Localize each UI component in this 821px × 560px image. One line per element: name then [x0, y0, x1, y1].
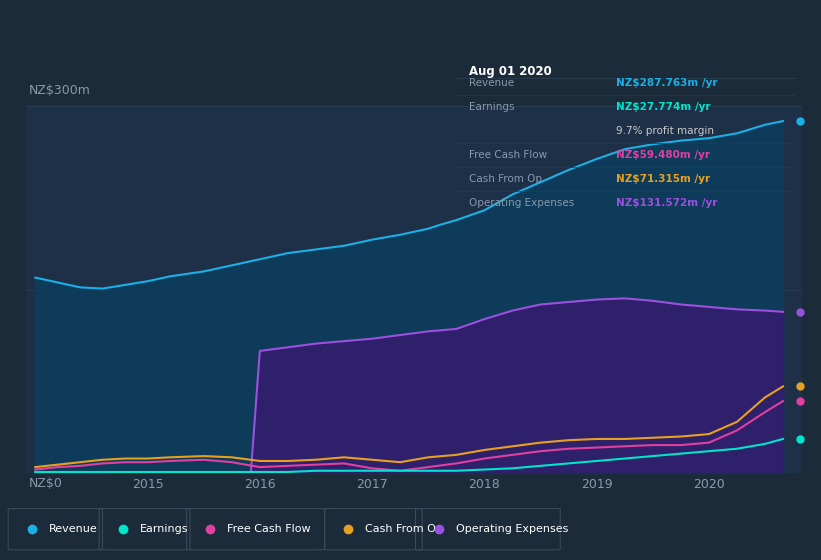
Text: NZ$27.774m /yr: NZ$27.774m /yr [616, 102, 710, 112]
Text: NZ$0: NZ$0 [29, 477, 62, 490]
Text: 9.7% profit margin: 9.7% profit margin [616, 126, 713, 136]
Text: NZ$59.480m /yr: NZ$59.480m /yr [616, 150, 710, 160]
Text: Operating Expenses: Operating Expenses [470, 198, 575, 208]
Text: Free Cash Flow: Free Cash Flow [470, 150, 548, 160]
Text: Cash From Op: Cash From Op [365, 524, 443, 534]
Text: Revenue: Revenue [470, 78, 515, 88]
Text: NZ$131.572m /yr: NZ$131.572m /yr [616, 198, 718, 208]
Text: Earnings: Earnings [470, 102, 515, 112]
Text: Free Cash Flow: Free Cash Flow [227, 524, 310, 534]
Text: Operating Expenses: Operating Expenses [456, 524, 568, 534]
Text: NZ$300m: NZ$300m [29, 85, 90, 97]
Text: Earnings: Earnings [140, 524, 188, 534]
Text: Aug 01 2020: Aug 01 2020 [470, 65, 552, 78]
Text: Cash From Op: Cash From Op [470, 174, 543, 184]
Text: NZ$287.763m /yr: NZ$287.763m /yr [616, 78, 718, 88]
Text: Revenue: Revenue [48, 524, 98, 534]
Text: NZ$71.315m /yr: NZ$71.315m /yr [616, 174, 710, 184]
